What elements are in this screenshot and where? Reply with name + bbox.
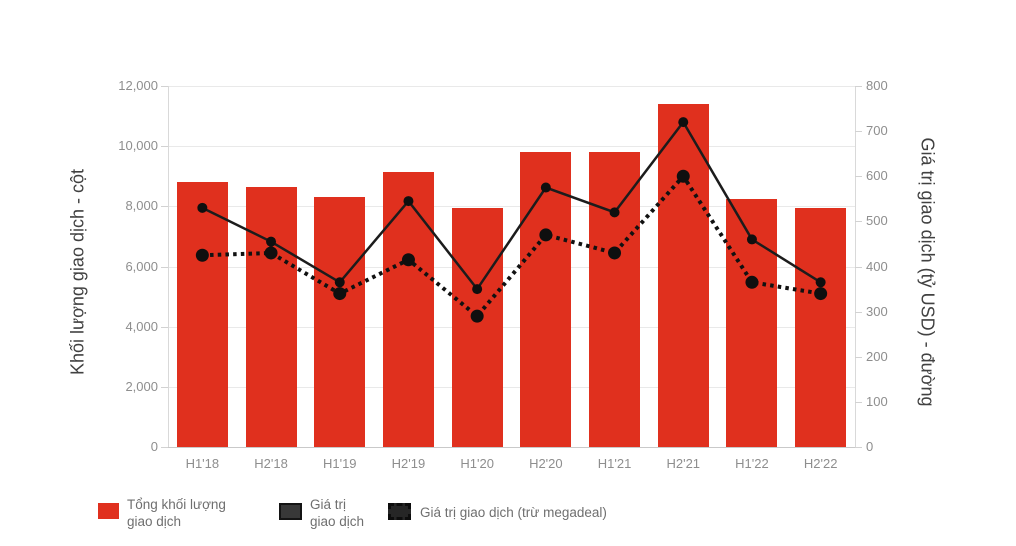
legend-swatch-total-volume-icon [98,503,119,519]
right-axis-tick-label: 500 [866,213,888,229]
line-marker [608,246,622,260]
right-tick-mark [855,447,862,448]
left-tick-mark [161,386,168,388]
volume-bar [589,152,641,447]
line-marker [334,277,345,288]
line-marker [540,182,551,193]
x-axis-label: H2'20 [529,456,563,471]
left-axis-tick-label: 4,000 [125,318,158,334]
line-marker [676,169,690,183]
line-marker [539,228,553,242]
right-tick-mark [855,356,862,358]
right-axis-tick-label: 700 [866,123,888,139]
line-marker [678,117,689,128]
legend-item-value: Giá trị giao dịch [310,496,364,530]
volume-bar [451,207,503,447]
line-marker [815,277,826,288]
volume-bar [657,104,709,447]
right-axis-tick-label: 0 [866,439,874,454]
line-marker [401,253,415,267]
line-marker [403,196,414,207]
right-tick-mark [855,131,862,133]
right-tick-mark [855,86,862,87]
value-ex-megadeal-line [202,172,821,319]
line-marker [746,234,757,245]
right-axis-tick-label: 400 [866,258,888,274]
left-axis-tick-label: 6,000 [125,258,158,274]
legend-label-line: Giá trị [310,497,347,512]
x-axis-label: H1'18 [185,456,220,471]
line-marker [609,207,620,218]
line-marker [195,248,209,262]
legend-label-line: giao dịch [127,514,182,529]
left-axis-tick-label: 2,000 [125,378,158,394]
volume-bar [795,207,847,447]
x-axis-label: H2'21 [666,456,701,471]
left-tick-mark [161,206,168,208]
x-axis-label: H1'21 [597,456,632,471]
left-tick-mark [161,266,168,268]
gridline [168,326,855,328]
left-tick-mark [161,86,168,87]
legend-swatch-value-line-icon [279,503,302,520]
legend-item-value-ex-megadeal: Giá trị giao dịch (trừ megadeal) [420,504,607,521]
legend-item-total-volume: Tổng khối lượng giao dịch [127,496,226,530]
right-axis-tick-label: 100 [866,393,888,409]
x-axis-label: H1'19 [322,456,357,471]
x-axis-label: H1'22 [735,456,769,471]
right-tick-mark [855,176,862,178]
gridline [168,386,855,388]
left-axis-tick-label: 8,000 [125,198,158,214]
line-marker [470,309,484,323]
left-tick-mark [161,146,168,148]
left-axis-tick-label: 0 [150,439,158,454]
x-axis-label: H2'18 [254,456,288,471]
right-axis-tick-label: 800 [866,78,888,93]
right-tick-mark [855,266,862,268]
volume-bar [382,171,434,447]
gridline [168,146,855,148]
line-marker [333,287,347,301]
volume-bar [314,197,366,447]
line-marker [264,246,278,260]
x-axis-label: H1'20 [460,456,494,471]
left-axis-tick-label: 12,000 [118,78,158,93]
line-marker [472,284,483,295]
x-axis-line [168,447,855,448]
legend-label-line: giao dịch [310,514,365,529]
right-tick-mark [855,221,862,223]
line-marker [197,202,208,213]
right-axis-tick-label: 300 [866,303,888,319]
volume-bar [520,152,572,447]
right-axis-tick-label: 200 [866,348,888,364]
legend-label-line: Tổng khối lượng [127,497,226,512]
value-line [201,119,822,292]
gridline [168,86,855,87]
right-axis-tick-label: 600 [866,168,888,184]
line-marker [814,287,828,301]
right-axis-title: Giá trị giao dịch (tỷ USD) - đường [917,137,938,407]
left-tick-mark [161,326,168,328]
line-series-overlay [195,117,828,323]
left-axis-title: Khối lượng giao dịch - cột [67,169,88,375]
gridline [168,206,855,208]
x-axis-label: H2'22 [803,456,838,471]
right-tick-mark [855,401,862,403]
line-marker [266,236,277,247]
y-axis-line-left [168,86,169,447]
legend-label-line: Giá trị giao dịch (trừ megadeal) [420,505,607,520]
left-axis-tick-label: 10,000 [118,138,158,154]
line-marker [745,275,759,289]
legend-swatch-value-ex-megadeal-icon [388,503,411,520]
left-tick-mark [161,447,168,448]
volume-bar [245,186,297,447]
gridline [168,266,855,268]
volume-bar [176,182,228,447]
right-tick-mark [855,311,862,313]
x-axis-label: H2'19 [391,456,426,471]
